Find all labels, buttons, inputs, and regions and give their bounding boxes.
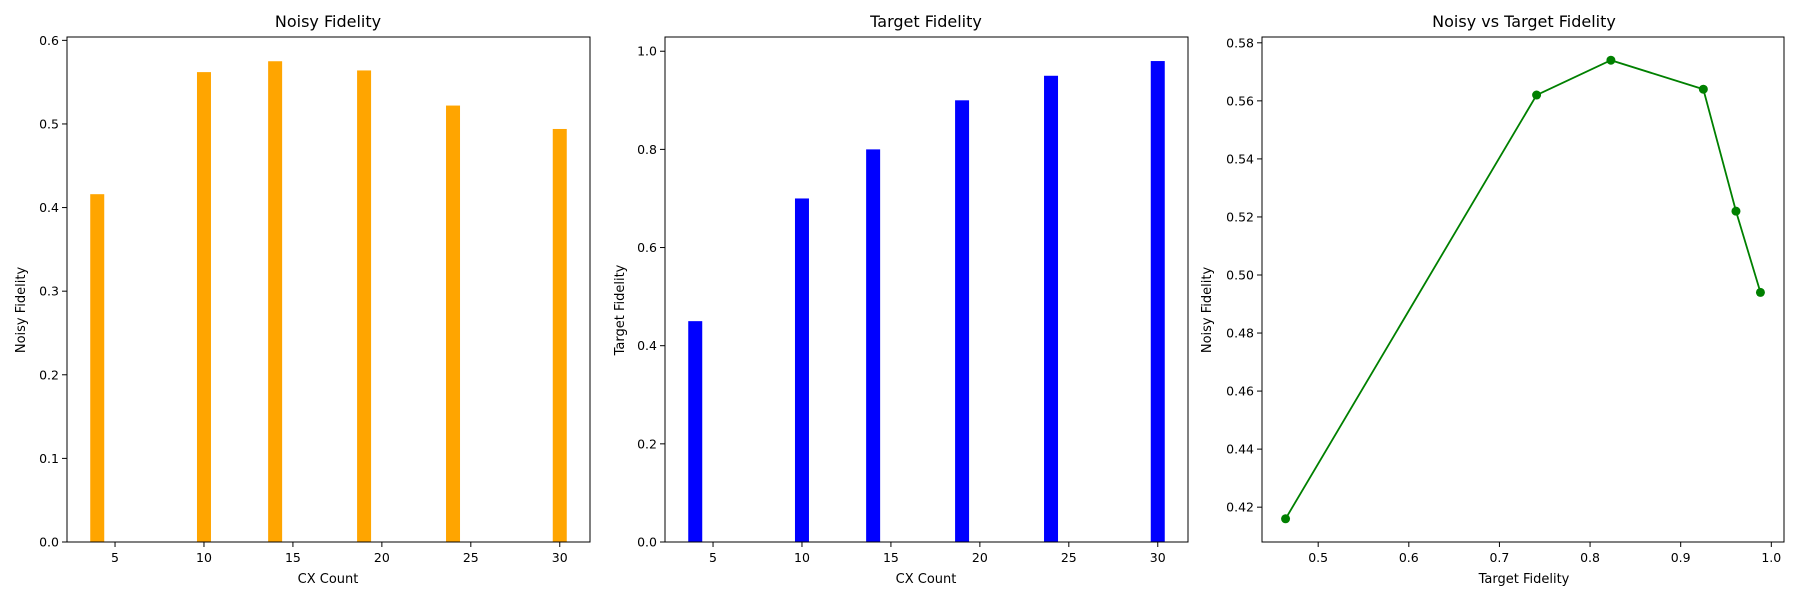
y-tick-label: 0.0	[39, 535, 59, 550]
y-tick-label: 0.42	[1226, 500, 1254, 515]
y-tick-label: 0.52	[1226, 209, 1254, 224]
x-tick-label: 5	[709, 550, 717, 565]
data-point	[1281, 514, 1291, 524]
axes-frame	[1261, 36, 1785, 543]
x-tick-label: 0.8	[1580, 550, 1600, 565]
y-axis-label: Noisy Fidelity	[14, 267, 29, 354]
y-tick-label: 0.5	[39, 116, 59, 131]
y-tick-label: 0.56	[1226, 93, 1254, 108]
x-tick-label: 15	[285, 550, 301, 565]
y-axis-label: Target Fidelity	[613, 264, 628, 356]
bar	[446, 105, 461, 542]
y-tick-label: 0.44	[1226, 442, 1254, 457]
y-tick-label: 0.1	[39, 451, 59, 466]
y-tick-label: 0.4	[39, 200, 59, 215]
x-tick-label: 25	[463, 550, 479, 565]
chart-noisy-vs-target: Noisy vs Target Fidelity 0.5 0.6 0.7 0.8 0.9…	[1200, 12, 1785, 587]
y-tick-label: 0.58	[1226, 35, 1254, 50]
bar	[794, 198, 809, 542]
x-axis-label: CX Count	[298, 572, 359, 587]
bar	[1150, 61, 1165, 543]
chart-target-fidelity: Target Fidelity 5 10 15 20 25 30 0.0 0.2 0.4 0.6 0…	[613, 12, 1189, 587]
y-tick-label: 0.3	[39, 284, 59, 299]
data-point	[1698, 84, 1708, 94]
y-tick-label: 0.50	[1226, 267, 1254, 282]
bar	[90, 194, 105, 542]
data-point	[1731, 206, 1741, 216]
y-tick-label: 0.6	[637, 240, 657, 255]
x-tick-label: 0.5	[1308, 550, 1328, 565]
chart-title: Target Fidelity	[869, 12, 982, 31]
series-line	[1284, 59, 1762, 520]
x-tick-label: 0.6	[1399, 550, 1419, 565]
axes-frame	[66, 36, 591, 543]
data-point	[1755, 287, 1765, 297]
plot-area: 5 10 15 20 25 30 0.0 0.1 0.2 0.3 0.4 0.5 0.6	[39, 33, 591, 565]
y-tick-label: 0.2	[637, 436, 657, 451]
bar	[196, 72, 211, 542]
bar	[955, 100, 970, 543]
y-tick-label: 0.0	[637, 535, 657, 550]
chart-noisy-fidelity: Noisy Fidelity 5 10 15 20 25 30 0.0 0.1 0.2 0.3 0.…	[14, 12, 591, 587]
bar	[688, 321, 703, 542]
y-tick-label: 0.48	[1226, 326, 1254, 341]
data-point	[1606, 55, 1616, 65]
y-tick-label: 0.54	[1226, 151, 1254, 166]
x-tick-label: 0.7	[1489, 550, 1509, 565]
x-tick-label: 15	[883, 550, 899, 565]
y-tick-label: 0.2	[39, 367, 59, 382]
data-point	[1532, 90, 1542, 100]
x-tick-label: 20	[374, 550, 390, 565]
plot-area: 0.5 0.6 0.7 0.8 0.9 1.0 0.42 0.44 0.46 0.48 0.50 0.…	[1226, 35, 1785, 565]
x-tick-label: 25	[1061, 550, 1077, 565]
x-tick-label: 0.9	[1671, 550, 1691, 565]
bar	[866, 149, 881, 543]
bar	[1044, 75, 1059, 542]
x-tick-label: 20	[972, 550, 988, 565]
y-tick-label: 1.0	[637, 44, 657, 59]
plot-area: 5 10 15 20 25 30 0.0 0.2 0.4 0.6 0.8 1.0	[637, 36, 1189, 565]
bar	[357, 70, 372, 542]
x-tick-label: 30	[552, 550, 568, 565]
y-tick-label: 0.6	[39, 33, 59, 48]
chart-title: Noisy Fidelity	[275, 12, 381, 31]
y-axis-label: Noisy Fidelity	[1200, 267, 1215, 354]
x-tick-label: 30	[1150, 550, 1166, 565]
x-tick-label: 10	[196, 550, 212, 565]
x-tick-label: 1.0	[1761, 550, 1781, 565]
y-tick-label: 0.4	[637, 338, 657, 353]
axes-frame	[664, 36, 1189, 543]
x-tick-label: 10	[794, 550, 810, 565]
x-tick-label: 5	[111, 550, 119, 565]
x-axis-label: CX Count	[896, 572, 957, 587]
y-tick-label: 0.46	[1226, 384, 1254, 399]
bar	[552, 128, 567, 542]
bar	[268, 61, 283, 542]
chart-title: Noisy vs Target Fidelity	[1432, 12, 1616, 31]
y-tick-label: 0.8	[637, 142, 657, 157]
x-axis-label: Target Fidelity	[1478, 572, 1570, 587]
